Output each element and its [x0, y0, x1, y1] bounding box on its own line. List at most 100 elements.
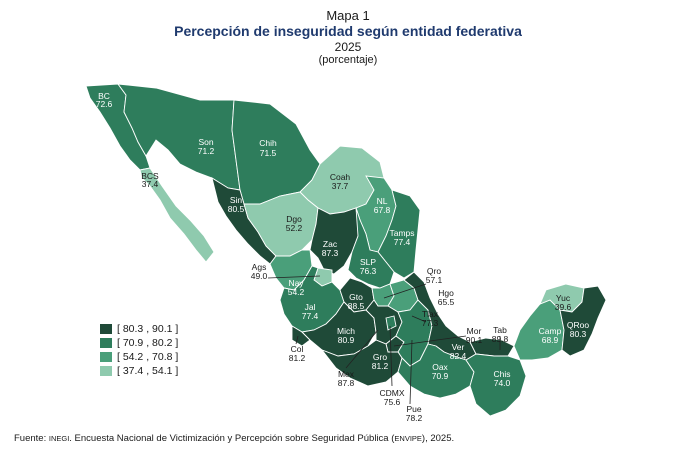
leader-line-pue [409, 339, 413, 405]
legend-label: [ 70.9 , 80.2 ] [117, 337, 179, 349]
state-shape-oax[interactable] [397, 343, 475, 399]
state-value-coah: 37.7 [332, 181, 349, 191]
state-shape-tamps[interactable] [377, 189, 421, 279]
map-year: 2025 [334, 40, 362, 54]
state-label-pue: Pue [406, 404, 421, 414]
state-label-tamps: Tamps [389, 228, 414, 238]
state-label-hgo: Hgo [438, 288, 454, 298]
leader-line-col [295, 335, 299, 345]
state-label-coah: Coah [330, 172, 351, 182]
state-label-camp: Camp [539, 326, 562, 336]
state-label-qroo: QRoo [567, 320, 589, 330]
state-value-gro: 81.2 [372, 361, 389, 371]
leader-line-tlax [411, 315, 427, 323]
state-label-mor: Mor [467, 326, 482, 336]
state-label-bc: BC [98, 91, 110, 101]
state-value-chih: 71.5 [260, 148, 277, 158]
state-value-chis: 74.0 [494, 378, 511, 388]
state-label-bcs: BCS [141, 171, 159, 181]
footnote-inegi: INEGI [48, 434, 70, 443]
state-label-gto: Gto [349, 292, 363, 302]
legend-row: [ 70.9 , 80.2 ] [100, 336, 178, 350]
state-value-mich: 80.9 [338, 335, 355, 345]
state-value-col: 81.2 [289, 353, 306, 363]
footnote-suffix: ), 2025. [421, 433, 455, 444]
state-value-tamps: 77.4 [394, 237, 411, 247]
state-value-oax: 70.9 [432, 371, 449, 381]
state-label-nl: NL [377, 196, 388, 206]
leader-line-mex [345, 329, 379, 369]
map-title: Percepción de inseguridad según entidad … [174, 23, 522, 39]
footnote-envipe: ENVIPE [394, 434, 422, 443]
state-shape-bcs[interactable] [139, 167, 215, 263]
leader-line-cdmx [389, 325, 393, 387]
state-value-tab: 89.8 [492, 334, 509, 344]
state-label-ver: Ver [452, 342, 465, 352]
state-shape-zac[interactable] [309, 207, 361, 275]
leader-lines [267, 275, 501, 405]
legend-label: [ 54.2 , 70.8 ] [117, 351, 179, 363]
leader-line-ags [267, 275, 321, 279]
legend-swatch [100, 338, 112, 348]
state-value-qro: 57.1 [426, 275, 443, 285]
state-label-sin: Sin [230, 195, 243, 205]
legend-label: [ 37.4 , 54.1 ] [117, 365, 179, 377]
state-value-qroo: 80.3 [570, 329, 587, 339]
state-value-pue: 78.2 [406, 413, 423, 423]
state-shape-son[interactable] [117, 83, 241, 191]
legend-swatch [100, 366, 112, 376]
state-label-chih: Chih [259, 138, 277, 148]
state-label-qro: Qro [427, 266, 441, 276]
state-value-bc: 72.6 [96, 99, 113, 109]
state-value-mex: 87.8 [338, 378, 355, 388]
state-value-ver: 82.4 [450, 351, 467, 361]
state-label-jal: Jal [305, 302, 316, 312]
state-value-bcs: 37.4 [142, 179, 159, 189]
state-label-col: Col [291, 344, 304, 354]
map-number: Mapa 1 [326, 8, 370, 23]
state-shape-chis[interactable] [465, 353, 527, 417]
state-value-cdmx: 75.6 [384, 397, 401, 407]
state-label-son: Son [198, 137, 213, 147]
state-label-nay: Nay [288, 278, 304, 288]
map-header: Mapa 1 Percepción de inseguridad según e… [0, 8, 696, 67]
state-value-sin: 80.5 [228, 204, 245, 214]
state-value-zac: 87.3 [322, 248, 339, 258]
state-label-mex: Mex [338, 369, 355, 379]
state-value-nl: 67.8 [374, 205, 391, 215]
source-footnote: Fuente: INEGI. Encuesta Nacional de Vict… [14, 433, 454, 444]
state-label-chis: Chis [493, 369, 510, 379]
state-label-oax: Oax [432, 362, 448, 372]
map-legend: [ 80.3 , 90.1 ] [ 70.9 , 80.2 ] [ 54.2 ,… [100, 322, 178, 378]
state-value-hgo: 65.5 [438, 297, 455, 307]
legend-row: [ 37.4 , 54.1 ] [100, 364, 178, 378]
state-value-slp: 76.3 [360, 266, 377, 276]
state-value-gto: 88.5 [348, 301, 365, 311]
state-value-tlax: 77.3 [422, 318, 439, 328]
state-value-ags: 49.0 [251, 271, 268, 281]
legend-label: [ 80.3 , 90.1 ] [117, 323, 179, 335]
legend-swatch [100, 324, 112, 334]
state-value-son: 71.2 [198, 146, 215, 156]
state-label-mich: Mich [337, 326, 355, 336]
leader-line-mor [393, 335, 467, 347]
state-value-yuc: 39.6 [555, 302, 572, 312]
state-label-ags: Ags [252, 262, 267, 272]
legend-row: [ 54.2 , 70.8 ] [100, 350, 178, 364]
state-value-jal: 77.4 [302, 311, 319, 321]
state-value-camp: 68.9 [542, 335, 559, 345]
state-value-nay: 54.2 [288, 287, 305, 297]
state-label-cdmx: CDMX [379, 388, 404, 398]
footnote-prefix: Fuente: [14, 433, 49, 444]
state-label-dgo: Dgo [286, 214, 302, 224]
state-label-slp: SLP [360, 257, 376, 267]
state-label-tab: Tab [493, 325, 507, 335]
state-label-gro: Gro [373, 352, 387, 362]
state-shape-qroo[interactable] [559, 285, 607, 357]
legend-row: [ 80.3 , 90.1 ] [100, 322, 178, 336]
state-value-mor: 90.1 [466, 335, 483, 345]
state-label-tlax: Tlax [422, 309, 439, 319]
state-shape-gro[interactable] [320, 339, 403, 387]
state-shape-cdmx[interactable] [385, 315, 397, 331]
